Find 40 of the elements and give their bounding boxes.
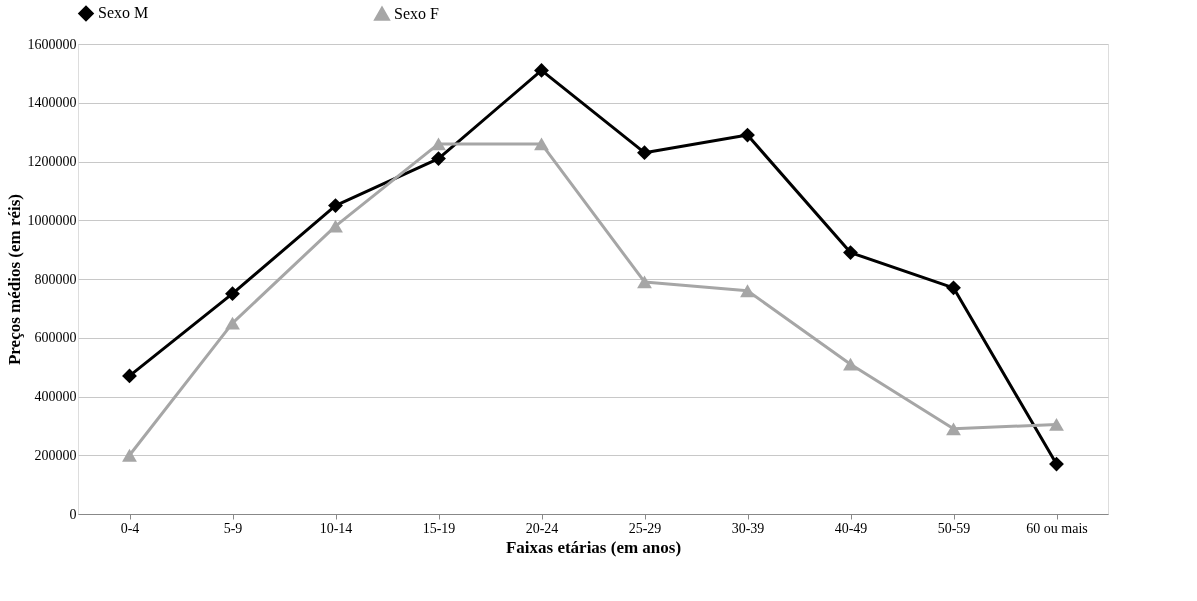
x-tick-label: 20-24: [525, 520, 559, 536]
x-axis-title: Faixas etárias (em anos): [505, 537, 682, 557]
point: [843, 357, 858, 371]
y-tick-label: 1200000: [27, 154, 77, 169]
y-tick-label: 200000: [34, 447, 77, 463]
y-tick-label: 1000000: [27, 212, 77, 228]
point: [225, 286, 240, 302]
point: [328, 219, 343, 233]
point: [122, 448, 137, 462]
point: [740, 284, 755, 298]
y-tick-label: 1400000: [27, 95, 77, 111]
x-tick-label: 0-4: [120, 520, 140, 536]
point: [431, 151, 446, 166]
x-tick-label: 60 ou mais: [1026, 520, 1088, 536]
point: [637, 275, 652, 289]
point: [225, 316, 240, 330]
point: [946, 422, 961, 436]
x-tick-label: 5-9: [223, 520, 243, 536]
point: [946, 280, 961, 296]
y-axis-title: Preços médios (em réis): [4, 193, 24, 366]
legend-label: Sexo M: [98, 4, 149, 22]
y-tick-label: 0: [69, 506, 77, 522]
y-tick-label: 800000: [34, 271, 77, 287]
x-tick-label: 25-29: [628, 520, 662, 536]
point: [843, 245, 858, 260]
point: [534, 137, 549, 151]
point: [1049, 417, 1064, 431]
y-tick-label: 1600000: [27, 36, 77, 52]
x-tick-label: 10-14: [319, 520, 353, 536]
x-tick-label: 40-49: [834, 520, 868, 536]
x-tick-label: 30-39: [731, 520, 765, 536]
x-tick-label: 50-59: [937, 520, 971, 536]
point: [431, 137, 446, 151]
point: [328, 198, 343, 213]
x-tick-label: 15-19: [422, 520, 456, 536]
legend-label: Sexo F: [394, 4, 439, 22]
y-tick-label: 400000: [34, 389, 77, 404]
point: [637, 145, 652, 161]
point: [534, 63, 549, 78]
y-tick-label: 600000: [34, 330, 77, 346]
